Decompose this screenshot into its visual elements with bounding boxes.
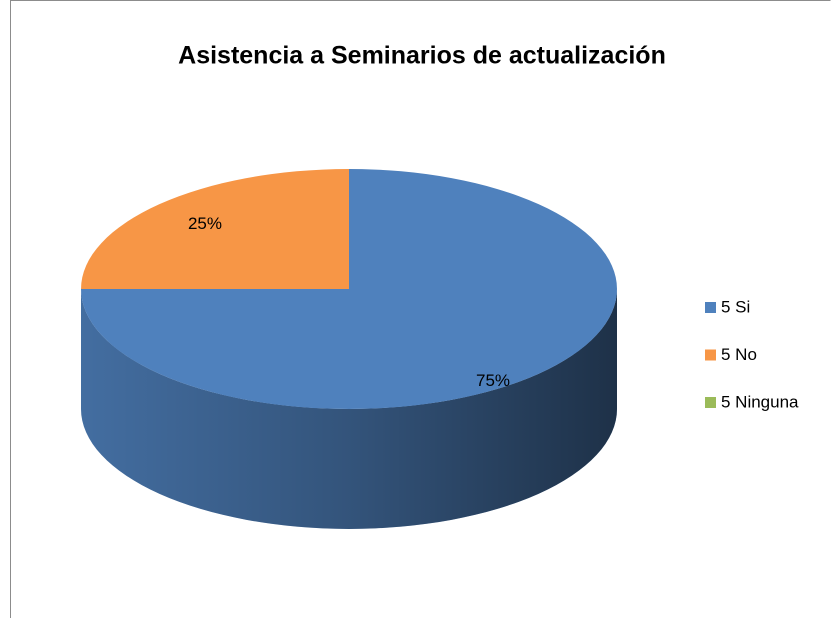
legend-label: 5 Ninguna [721,392,799,411]
chart-title: Asistencia a Seminarios de actualización [178,42,666,70]
data-label: 75% [476,371,510,390]
legend-swatch [705,349,716,361]
legend-swatch [705,302,716,313]
legend-swatch [705,397,716,408]
legend-label: 5 Si [721,297,750,316]
chart-border [10,0,831,618]
data-label: 25% [188,214,222,233]
slice [81,169,349,289]
legend-label: 5 No [721,345,757,364]
